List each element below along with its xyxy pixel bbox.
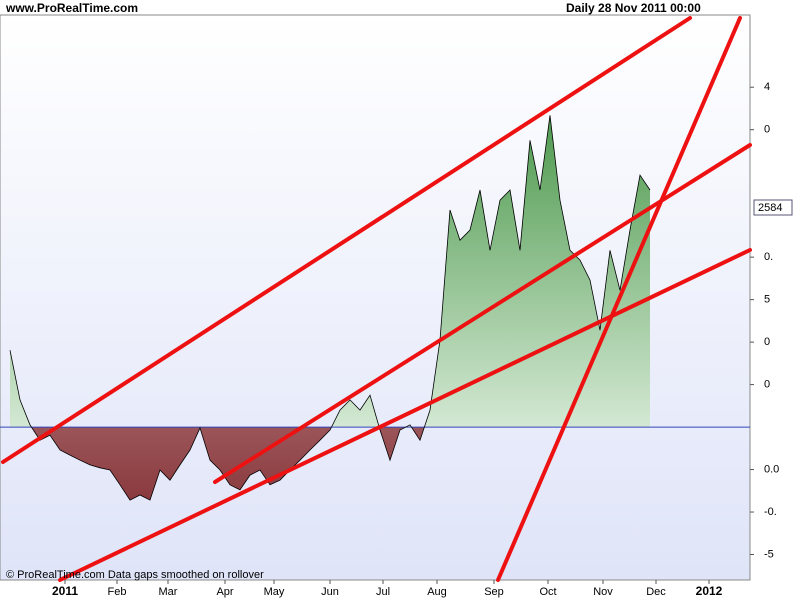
y-tick-label: 4 [764,81,770,93]
y-tick-label: 0 [764,336,770,348]
x-tick-label: Jul [376,586,390,598]
y-tick-label: -5 [764,548,774,560]
y-tick-label: 0.0 [764,463,779,475]
header-right: Daily 28 Nov 2011 00:00 [566,1,701,15]
site: www.ProRealTime.com [5,1,138,15]
y-tick-label: 5 [764,294,770,306]
trend-line [58,248,752,582]
y-tick-label: 0 [764,378,770,390]
x-tick-label: Mar [159,586,178,598]
area-positive [10,115,650,428]
footer: © ProRealTime.com Data gaps smoothed on … [6,569,264,581]
x-tick-label: Jun [321,586,339,598]
x-tick-label: Nov [593,586,613,598]
area-negative [10,427,650,501]
current-value-box [753,199,793,216]
x-tick-label: Dec [646,586,666,598]
x-tick-label: Aug [427,586,447,598]
x-tick-label: Oct [539,586,556,598]
y-tick-label: -0. [764,506,777,518]
y-tick-label: 0. [764,251,773,263]
x-tick-label: Apr [216,586,233,598]
trend-lines [1,16,752,582]
x-tick-label: May [264,586,285,598]
x-tick-label: Sep [484,586,504,598]
y-tick-label: 0 [764,124,770,136]
series-line [9,115,651,501]
trend-line [496,16,742,582]
x-tick-label: Feb [108,586,127,598]
x-tick-label: 2011 [52,584,78,598]
current-value-label: 2584 [758,202,782,214]
x-tick-label: 2012 [696,584,723,598]
trend-line [1,16,692,464]
